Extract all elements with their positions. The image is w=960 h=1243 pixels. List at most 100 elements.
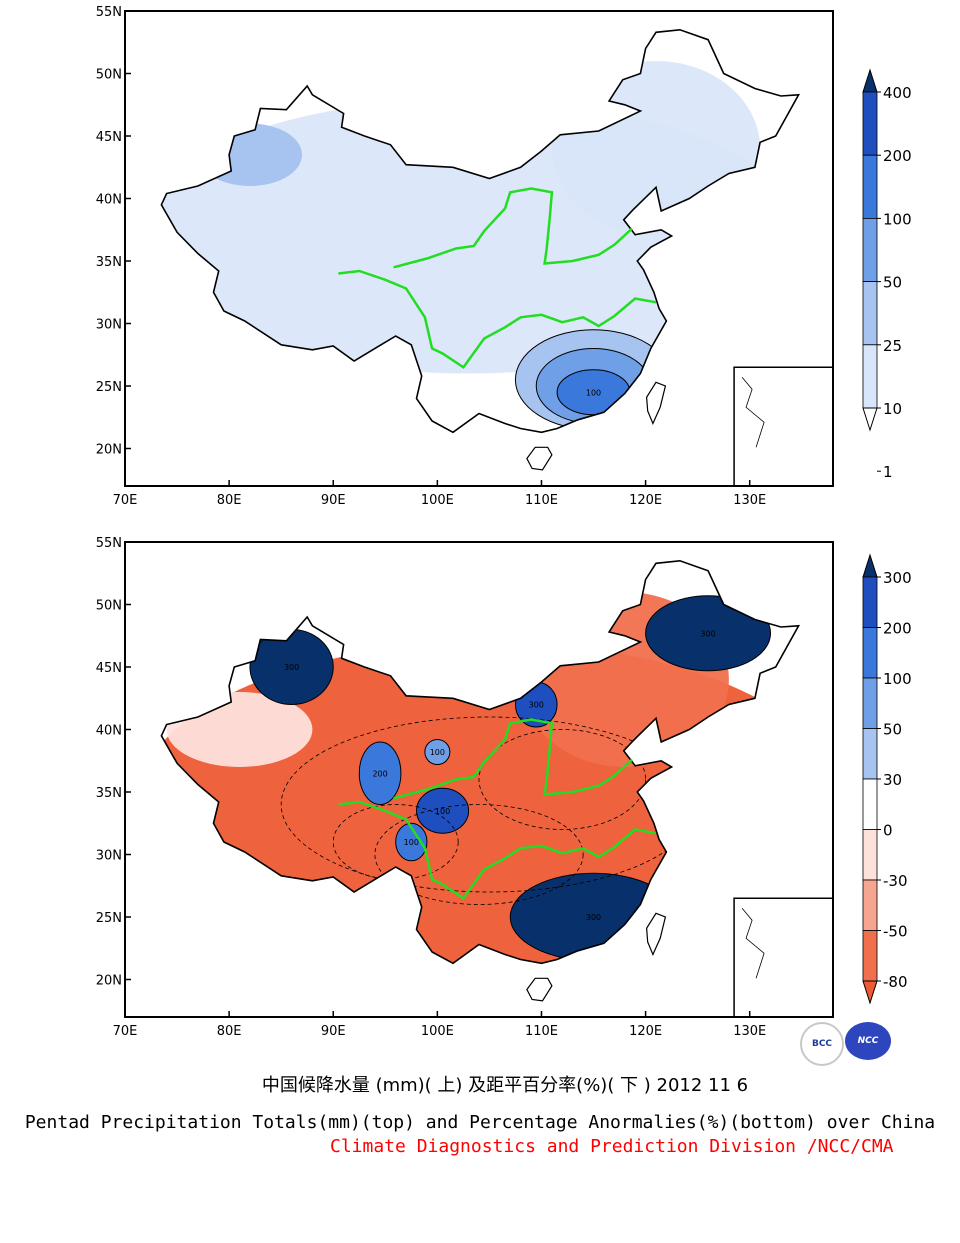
lat-tick-label: 40N <box>96 724 122 739</box>
taiwan-outline <box>645 381 667 426</box>
lat-tick-label: 40N <box>96 193 122 208</box>
field-layer: 2550100 <box>161 61 799 431</box>
colorbar-min-triangle <box>862 980 878 1005</box>
contour-label: 300 <box>700 629 715 638</box>
colorbar-segment <box>862 281 878 346</box>
colorbar-segment <box>862 576 878 628</box>
colorbar-label: 30 <box>883 771 902 789</box>
field-region-10 <box>424 739 451 765</box>
lat-tick-label: 45N <box>96 661 122 676</box>
field-region-2 <box>197 123 302 186</box>
yellow-river <box>393 718 633 800</box>
contour-label: 100 <box>404 838 419 847</box>
taiwan-outline <box>645 912 667 957</box>
chinese-title: 中国候降水量 (mm)( 上) 及距平百分率(%)( 下 ) 2012 11 6 <box>261 1075 749 1096</box>
colorbar-label: 0 <box>883 822 893 840</box>
colorbar-segment <box>862 879 878 931</box>
china-border <box>160 559 801 965</box>
map-frame <box>124 10 834 487</box>
map-frame <box>124 541 834 1018</box>
contour-label: 100 <box>430 748 445 757</box>
lat-tick-label: 35N <box>96 786 122 801</box>
bottom-map-panel: 300 300 200 100 100 300 300 100 55N 50N 45N 40N 35N 3… <box>96 536 834 1039</box>
colorbar-label: 200 <box>883 620 912 638</box>
field-region-6 <box>416 787 470 834</box>
top-map-panel: 2550100 55N 50N 45N 40N 35N 30N 25N 20N 70E 80E 90E… <box>96 5 834 508</box>
colorbar-label: -30 <box>883 872 908 890</box>
colorbar-label: 50 <box>883 721 902 739</box>
lon-tick-label: 110E <box>525 1024 558 1039</box>
colorbar-label: 1 <box>883 463 893 481</box>
lat-tick-label: 50N <box>96 599 122 614</box>
lat-tick-label: 50N <box>96 68 122 83</box>
ncc-logo: NCC <box>845 1022 891 1060</box>
lon-tick-label: 90E <box>321 493 346 508</box>
top-colorbar: 400 200 100 50 25 10 1 <box>862 68 912 481</box>
lon-tick-label: 130E <box>733 493 766 508</box>
lon-tick-label: 120E <box>629 1024 662 1039</box>
colorbar-min-triangle <box>862 407 878 432</box>
lon-tick-label: 100E <box>421 1024 454 1039</box>
lat-tick-label: 30N <box>96 849 122 864</box>
colorbar-segment <box>862 829 878 881</box>
colorbar-segment <box>862 677 878 729</box>
field-region-5 <box>358 741 402 805</box>
colorbar-label: 300 <box>883 569 912 587</box>
lat-tick-label: 25N <box>96 911 122 926</box>
lat-tick-label: 20N <box>96 974 122 989</box>
inset-coastline <box>741 907 765 979</box>
english-title: Pentad Precipitation Totals(mm)(top) and… <box>24 1112 936 1133</box>
colorbar-segment <box>862 930 878 982</box>
field-region-1 <box>551 61 761 236</box>
lat-tick-label: 20N <box>96 443 122 458</box>
china-border <box>160 28 801 434</box>
contour-label: 300 <box>529 701 544 710</box>
colorbar-segment <box>862 154 878 219</box>
lat-tick-label: 55N <box>96 5 122 20</box>
colorbar-max-triangle <box>862 68 878 93</box>
field-region-7 <box>395 822 428 862</box>
colorbar-segment <box>862 728 878 780</box>
colorbar-segment <box>862 91 878 156</box>
colorbar-segment <box>862 344 878 409</box>
bcc-logo: BCC <box>800 1022 844 1066</box>
colorbar-label: -80 <box>883 973 908 991</box>
lon-tick-label: 100E <box>421 493 454 508</box>
negative-contour-2 <box>374 804 584 905</box>
yangtze-river <box>338 800 657 901</box>
colorbar-segment <box>862 778 878 830</box>
lon-tick-label: 80E <box>217 493 242 508</box>
colorbar-segment <box>862 217 878 282</box>
credit-line: Climate Diagnostics and Prediction Divis… <box>330 1136 894 1157</box>
lon-tick-label: 120E <box>629 493 662 508</box>
contour-label: 300 <box>586 913 601 922</box>
inset-coastline <box>741 376 765 448</box>
yangtze-river <box>338 269 657 370</box>
colorbar-label: 100 <box>883 210 912 228</box>
field-region-4 <box>645 595 772 672</box>
contour-label: 100 <box>435 807 450 816</box>
colorbar-label: 100 <box>883 670 912 688</box>
lon-tick-label: 130E <box>733 1024 766 1039</box>
lat-tick-label: 25N <box>96 380 122 395</box>
contour-label: 200 <box>372 769 387 778</box>
negative-contour-1 <box>478 729 646 830</box>
colorbar-label: 50 <box>883 274 902 292</box>
colorbar-label: -50 <box>883 923 908 941</box>
lon-tick-label: 80E <box>217 1024 242 1039</box>
lon-tick-label: 110E <box>525 493 558 508</box>
lat-tick-label: 55N <box>96 536 122 551</box>
lat-tick-label: 30N <box>96 318 122 333</box>
yellow-river <box>393 187 633 269</box>
colorbar-label: 10 <box>883 400 902 418</box>
lat-tick-label: 45N <box>96 130 122 145</box>
hainan-outline <box>526 446 553 471</box>
lat-tick-label: 35N <box>96 255 122 270</box>
hainan-outline <box>526 977 553 1002</box>
colorbar-label: 25 <box>883 337 902 355</box>
colorbar-segment <box>862 627 878 679</box>
lon-tick-label: 90E <box>321 1024 346 1039</box>
lon-tick-label: 70E <box>113 493 138 508</box>
